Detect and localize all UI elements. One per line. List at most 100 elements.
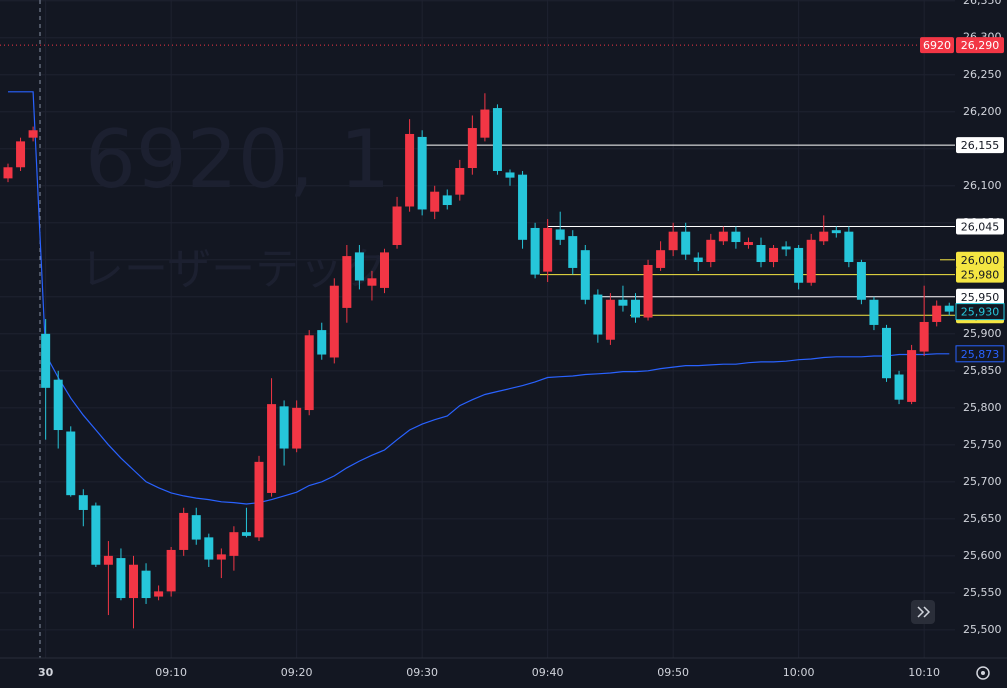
- candle-body: [869, 299, 879, 325]
- candle-body: [3, 167, 13, 179]
- candle-body: [154, 591, 164, 597]
- candle-body: [643, 264, 653, 318]
- candle-body: [41, 333, 51, 388]
- candle-body: [518, 174, 528, 240]
- y-tick-label: 25,700: [963, 475, 1002, 488]
- candle-body: [304, 335, 314, 411]
- candle-body: [480, 109, 490, 138]
- grid: [0, 0, 955, 658]
- candle-body: [191, 515, 201, 540]
- candle-body: [492, 108, 502, 171]
- y-tick-label: 25,600: [963, 549, 1002, 562]
- candle-body: [380, 252, 389, 288]
- candle-body: [204, 537, 214, 560]
- candle-body: [718, 231, 728, 242]
- candle-body: [505, 172, 515, 178]
- level-tag-bg: [956, 218, 1004, 235]
- candle-body: [819, 231, 829, 242]
- candle-body: [179, 512, 189, 550]
- y-tick-label: 25,900: [963, 327, 1002, 340]
- candle-body: [932, 305, 942, 322]
- candle-body: [467, 128, 477, 169]
- y-tick-label: 25,500: [963, 623, 1002, 636]
- candle-body: [116, 558, 126, 599]
- time-axis: [0, 658, 955, 688]
- y-tick-label: 26,200: [963, 105, 1002, 118]
- candle-body: [731, 231, 741, 243]
- y-tick-label: 26,350: [963, 0, 1002, 7]
- candle-body: [229, 532, 239, 556]
- order-price-tag: 26,290: [961, 39, 1000, 52]
- candle-body: [267, 404, 277, 493]
- candle-body: [367, 278, 377, 286]
- candle-body: [543, 227, 553, 272]
- level-tag: 26,045: [961, 220, 1000, 233]
- candle-body: [756, 244, 766, 263]
- candle-body: [631, 299, 640, 318]
- settings-button[interactable]: [976, 666, 990, 680]
- candle-body: [844, 231, 854, 263]
- candle-body: [430, 191, 440, 212]
- candle-body: [442, 195, 452, 206]
- level-tag: 25,950: [961, 291, 1000, 304]
- order-symbol-tag-bg: [920, 37, 954, 54]
- candle-body: [354, 252, 364, 281]
- plot: [0, 44, 955, 629]
- price-axis: [955, 0, 1007, 688]
- candle-body: [405, 133, 415, 207]
- candle-body: [706, 239, 716, 263]
- candle-body: [254, 461, 264, 538]
- vwap-tag-bg: [956, 345, 1004, 362]
- settings-icon: [981, 671, 985, 675]
- axes: 25,500 25,550 25,600 25,650 25,700 25,750 25,8…: [38, 0, 1005, 679]
- last-price-tag: 25,930: [961, 306, 1000, 319]
- level-tag-bg: [956, 288, 1004, 305]
- y-tick-label: 25,750: [963, 438, 1002, 451]
- order-price-tag-bg: [956, 37, 1004, 54]
- candle-body: [781, 246, 791, 250]
- level-tag: 25,980: [961, 269, 1000, 282]
- watermark-name: レーザーテック: [80, 244, 387, 295]
- candle-body: [28, 130, 38, 138]
- vwap-tag: 25,873: [961, 348, 1000, 361]
- candle-body: [769, 247, 779, 263]
- candle-body: [794, 247, 804, 283]
- candle-body: [91, 505, 101, 565]
- candle-body: [656, 250, 666, 268]
- x-tick-label: 10:10: [908, 666, 940, 679]
- candle-body: [66, 431, 76, 496]
- candle-body: [856, 262, 866, 300]
- candle-body: [894, 374, 904, 400]
- candle-body: [806, 239, 816, 283]
- level-tag: 26,000: [961, 254, 1000, 267]
- candle-body: [455, 168, 465, 195]
- candle-body: [216, 554, 226, 560]
- candle-body: [141, 570, 151, 599]
- candle-body: [743, 242, 753, 245]
- level-tag-bg: [956, 251, 1004, 268]
- candle-body: [329, 285, 339, 358]
- candle-body: [317, 330, 327, 355]
- candle-body: [831, 230, 841, 234]
- last-price-border: [955, 303, 1005, 321]
- level-tag-bg: [956, 266, 1004, 283]
- candle-body: [166, 549, 176, 592]
- y-tick-label: 26,100: [963, 179, 1002, 192]
- candle-body: [292, 407, 302, 449]
- candle-body: [693, 257, 703, 263]
- scroll-icon: [917, 606, 931, 618]
- y-tick-label: 25,800: [963, 401, 1002, 414]
- x-tick-label: 09:30: [406, 666, 438, 679]
- x-tick-label: 09:40: [532, 666, 564, 679]
- y-tick-label: 26,250: [963, 68, 1002, 81]
- y-tick-label: 25,550: [963, 586, 1002, 599]
- candle-body: [668, 231, 678, 251]
- x-tick-label: 09:20: [281, 666, 313, 679]
- candle-body: [618, 299, 628, 306]
- candle-body: [580, 250, 590, 300]
- vwap-tag-border: [955, 345, 1005, 363]
- candle-body: [530, 227, 540, 275]
- level-tag-bg: [956, 137, 1004, 154]
